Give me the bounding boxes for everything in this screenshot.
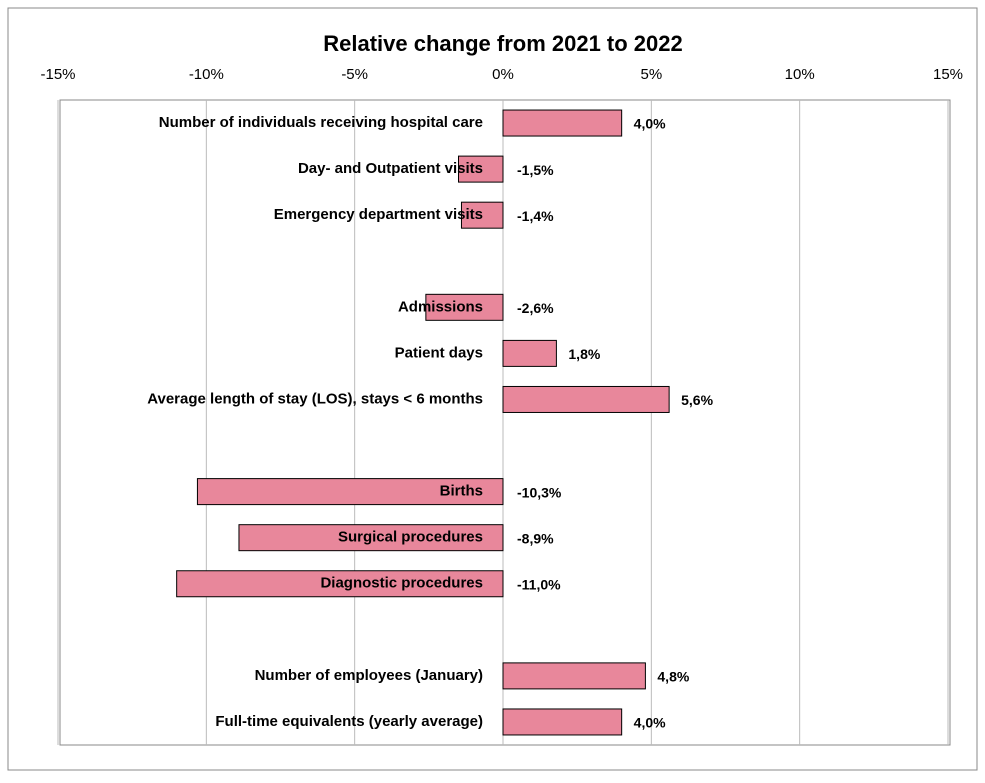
category-label: Day- and Outpatient visits [298,160,483,177]
category-label: Births [440,483,483,500]
category-label: Diagnostic procedures [320,575,483,592]
plot-border [59,99,951,746]
chart-border [7,7,978,771]
value-label: -1,5% [517,162,554,178]
value-label: -2,6% [517,300,554,316]
bar [176,570,504,598]
value-label: 5,6% [681,392,713,408]
x-tick-label: 15% [933,66,963,83]
chart-title: Relative change from 2021 to 2022 [323,31,683,56]
x-tick-label: -10% [189,66,224,83]
bar [502,109,623,137]
value-label: 1,8% [568,346,600,362]
value-label: -1,4% [517,208,554,224]
category-label: Surgical procedures [338,529,483,546]
category-label: Average length of stay (LOS), stays < 6 … [147,390,483,407]
category-label: Patient days [395,344,483,361]
bar [238,524,504,552]
bar [502,708,623,736]
category-label: Admissions [398,298,483,315]
value-label: -8,9% [517,530,554,546]
bar [460,201,504,229]
x-tick-label: 0% [492,66,514,83]
category-label: Full-time equivalents (yearly average) [215,713,483,730]
bar [502,339,557,367]
bar [502,662,646,690]
value-label: -10,3% [517,484,562,500]
value-label: 4,8% [657,669,689,685]
category-label: Emergency department visits [274,206,483,223]
x-tick-label: 10% [785,66,815,83]
category-label: Number of individuals receiving hospital… [159,114,483,131]
bar [458,155,504,183]
value-label: 4,0% [634,116,666,132]
category-label: Number of employees (January) [255,667,483,684]
x-tick-label: 5% [640,66,662,83]
x-tick-label: -5% [341,66,368,83]
bar [196,478,504,506]
bar [502,385,670,413]
value-label: -11,0% [517,576,561,592]
value-label: 4,0% [634,715,666,731]
bar [425,293,504,321]
x-tick-label: -15% [40,66,75,83]
